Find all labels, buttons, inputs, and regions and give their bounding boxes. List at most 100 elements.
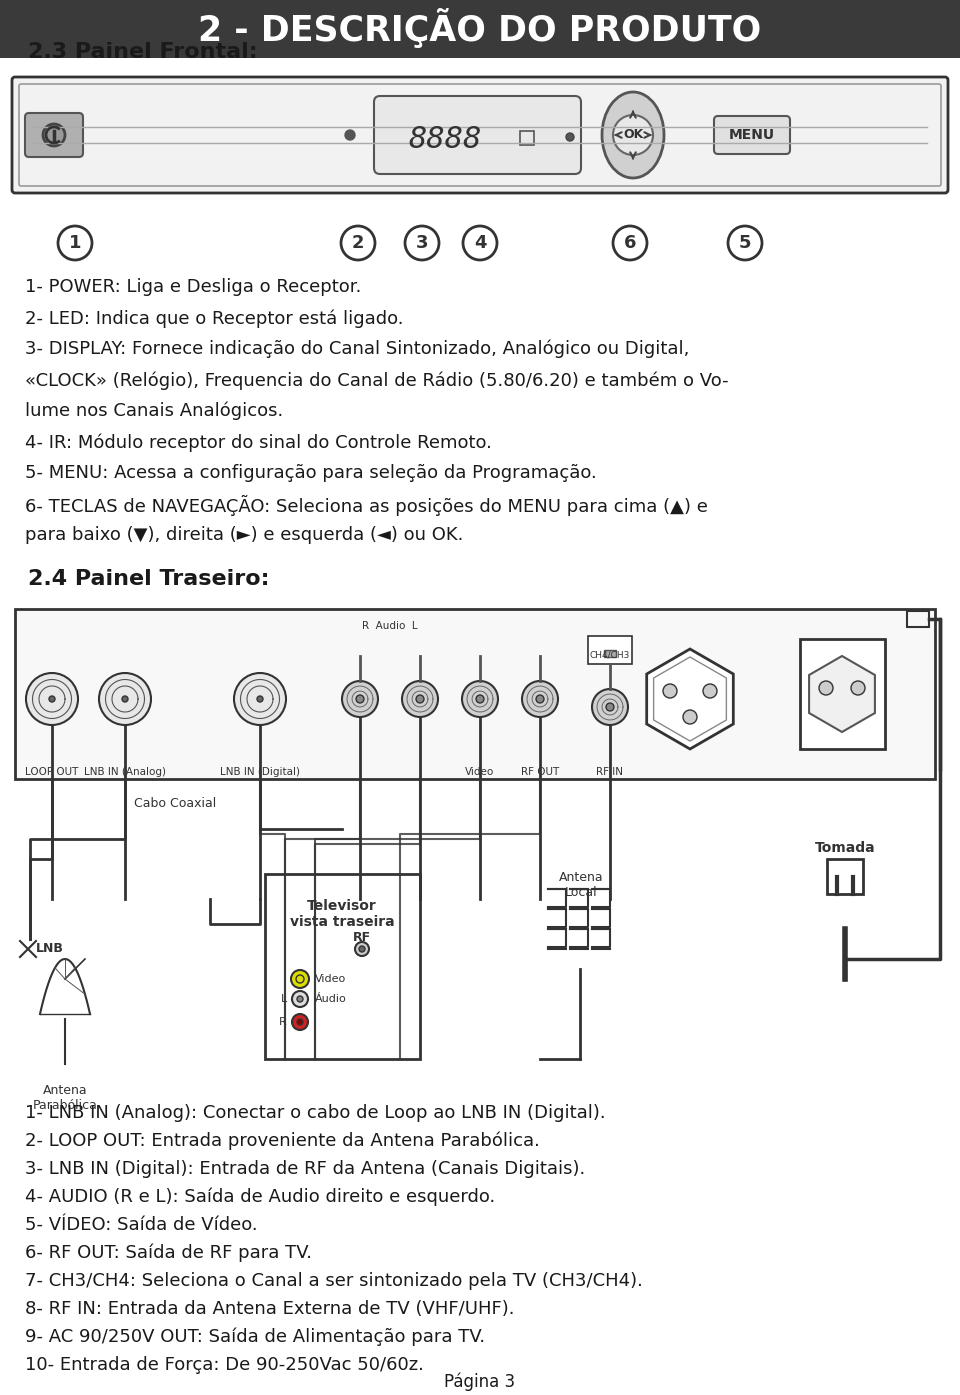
Text: lume nos Canais Analógicos.: lume nos Canais Analógicos.	[25, 402, 283, 420]
Text: Antena
Local: Antena Local	[559, 870, 603, 898]
FancyBboxPatch shape	[12, 77, 948, 193]
Text: MENU: MENU	[729, 128, 775, 142]
Text: 1- LNB IN (Analog): Conectar o cabo de Loop ao LNB IN (Digital).: 1- LNB IN (Analog): Conectar o cabo de L…	[25, 1103, 606, 1122]
Text: 3- DISPLAY: Fornece indicação do Canal Sintonizado, Analógico ou Digital,: 3- DISPLAY: Fornece indicação do Canal S…	[25, 340, 689, 359]
Circle shape	[606, 703, 614, 711]
Circle shape	[291, 970, 309, 988]
Circle shape	[613, 114, 653, 155]
Bar	[588, 636, 632, 664]
Circle shape	[342, 681, 378, 717]
Circle shape	[292, 1014, 308, 1030]
Circle shape	[99, 672, 151, 725]
Circle shape	[683, 710, 697, 724]
Text: 6- RF OUT: Saída de RF para TV.: 6- RF OUT: Saída de RF para TV.	[25, 1244, 312, 1262]
Circle shape	[341, 226, 375, 259]
Text: 2- LED: Indica que o Receptor está ligado.: 2- LED: Indica que o Receptor está ligad…	[25, 310, 403, 328]
Circle shape	[355, 942, 369, 956]
Text: LOOP OUT: LOOP OUT	[25, 767, 79, 777]
Circle shape	[728, 226, 762, 259]
Text: 6: 6	[624, 234, 636, 252]
Circle shape	[851, 681, 865, 695]
Text: RF: RF	[353, 930, 372, 944]
Bar	[265, 875, 420, 1059]
Circle shape	[463, 226, 497, 259]
Circle shape	[234, 672, 286, 725]
Text: 4- AUDIO (R e L): Saída de Audio direito e esquerdo.: 4- AUDIO (R e L): Saída de Audio direito…	[25, 1189, 495, 1207]
Text: 1: 1	[69, 234, 82, 252]
Text: 5- MENU: Acessa a configuração para seleção da Programação.: 5- MENU: Acessa a configuração para sele…	[25, 465, 597, 483]
Circle shape	[345, 130, 355, 140]
Text: Video: Video	[466, 767, 494, 777]
FancyBboxPatch shape	[374, 96, 581, 174]
Text: 2 - DESCRIÇÃO DO PRODUTO: 2 - DESCRIÇÃO DO PRODUTO	[199, 8, 761, 47]
Text: L: L	[280, 995, 287, 1004]
Bar	[800, 639, 885, 749]
Circle shape	[257, 696, 263, 702]
Text: 7- CH3/CH4: Seleciona o Canal a ser sintonizado pela TV (CH3/CH4).: 7- CH3/CH4: Seleciona o Canal a ser sint…	[25, 1272, 643, 1290]
Bar	[604, 650, 616, 657]
Text: «CLOCK» (Relógio), Frequencia do Canal de Rádio (5.80/6.20) e também o Vo-: «CLOCK» (Relógio), Frequencia do Canal d…	[25, 371, 729, 389]
Circle shape	[566, 133, 574, 141]
Text: Antena
Parabólica: Antena Parabólica	[33, 1084, 97, 1112]
Ellipse shape	[602, 92, 664, 179]
Circle shape	[476, 695, 484, 703]
Circle shape	[416, 695, 424, 703]
Text: LNB IN (Digital): LNB IN (Digital)	[220, 767, 300, 777]
Text: 3- LNB IN (Digital): Entrada de RF da Antena (Canais Digitais).: 3- LNB IN (Digital): Entrada de RF da An…	[25, 1161, 586, 1177]
Text: 2.4 Painel Traseiro:: 2.4 Painel Traseiro:	[28, 569, 270, 589]
Bar	[0, 0, 960, 59]
Circle shape	[43, 124, 65, 146]
Circle shape	[819, 681, 833, 695]
Circle shape	[297, 996, 303, 1002]
Text: 5- VÍDEO: Saída de Vídeo.: 5- VÍDEO: Saída de Vídeo.	[25, 1216, 257, 1235]
Text: Televisor
vista traseira: Televisor vista traseira	[290, 898, 395, 929]
Circle shape	[402, 681, 438, 717]
Circle shape	[292, 990, 308, 1007]
Circle shape	[359, 946, 365, 951]
Text: OK: OK	[623, 128, 643, 141]
Text: 4- IR: Módulo receptor do sinal do Controle Remoto.: 4- IR: Módulo receptor do sinal do Contr…	[25, 432, 492, 452]
Circle shape	[58, 226, 92, 259]
Circle shape	[462, 681, 498, 717]
Text: RF IN: RF IN	[596, 767, 623, 777]
Circle shape	[356, 695, 364, 703]
Text: LNB: LNB	[36, 943, 64, 956]
Circle shape	[122, 696, 128, 702]
Text: 5: 5	[739, 234, 752, 252]
Bar	[15, 610, 935, 778]
Text: 4: 4	[473, 234, 487, 252]
Circle shape	[26, 672, 78, 725]
Text: 3: 3	[416, 234, 428, 252]
Text: 1- POWER: Liga e Desliga o Receptor.: 1- POWER: Liga e Desliga o Receptor.	[25, 278, 361, 296]
Text: 2- LOOP OUT: Entrada proveniente da Antena Parabólica.: 2- LOOP OUT: Entrada proveniente da Ante…	[25, 1131, 540, 1151]
Text: RF OUT: RF OUT	[521, 767, 559, 777]
Text: 9- AC 90/250V OUT: Saída de Alimentação para TV.: 9- AC 90/250V OUT: Saída de Alimentação …	[25, 1328, 485, 1346]
Circle shape	[613, 226, 647, 259]
Text: 6- TECLAS de NAVEGAÇÃO: Seleciona as posições do MENU para cima (▲) e: 6- TECLAS de NAVEGAÇÃO: Seleciona as pos…	[25, 495, 708, 516]
Text: 2.3 Painel Frontal:: 2.3 Painel Frontal:	[28, 42, 257, 61]
Text: Video: Video	[315, 974, 347, 983]
Text: Áudio: Áudio	[315, 995, 347, 1004]
Circle shape	[297, 1018, 303, 1025]
Bar	[520, 131, 534, 145]
Text: Cabo Coaxial: Cabo Coaxial	[133, 797, 216, 810]
Text: R: R	[279, 1017, 287, 1027]
Circle shape	[592, 689, 628, 725]
Text: Página 3: Página 3	[444, 1373, 516, 1391]
Text: Tomada: Tomada	[815, 841, 876, 855]
Bar	[907, 611, 929, 626]
Text: R  Audio  L: R Audio L	[362, 621, 418, 631]
Text: CH4/CH3: CH4/CH3	[589, 651, 630, 660]
Circle shape	[522, 681, 558, 717]
Polygon shape	[809, 656, 875, 732]
Bar	[827, 859, 863, 894]
Text: 8- RF IN: Entrada da Antena Externa de TV (VHF/UHF).: 8- RF IN: Entrada da Antena Externa de T…	[25, 1300, 515, 1318]
Text: para baixo (▼), direita (►) e esquerda (◄) ou OK.: para baixo (▼), direita (►) e esquerda (…	[25, 526, 464, 544]
Text: 8888: 8888	[408, 124, 482, 153]
FancyBboxPatch shape	[25, 113, 83, 158]
Circle shape	[49, 696, 55, 702]
FancyBboxPatch shape	[714, 116, 790, 153]
Circle shape	[405, 226, 439, 259]
Text: 10- Entrada de Força: De 90-250Vac 50/60z.: 10- Entrada de Força: De 90-250Vac 50/60…	[25, 1356, 424, 1374]
Polygon shape	[647, 649, 733, 749]
